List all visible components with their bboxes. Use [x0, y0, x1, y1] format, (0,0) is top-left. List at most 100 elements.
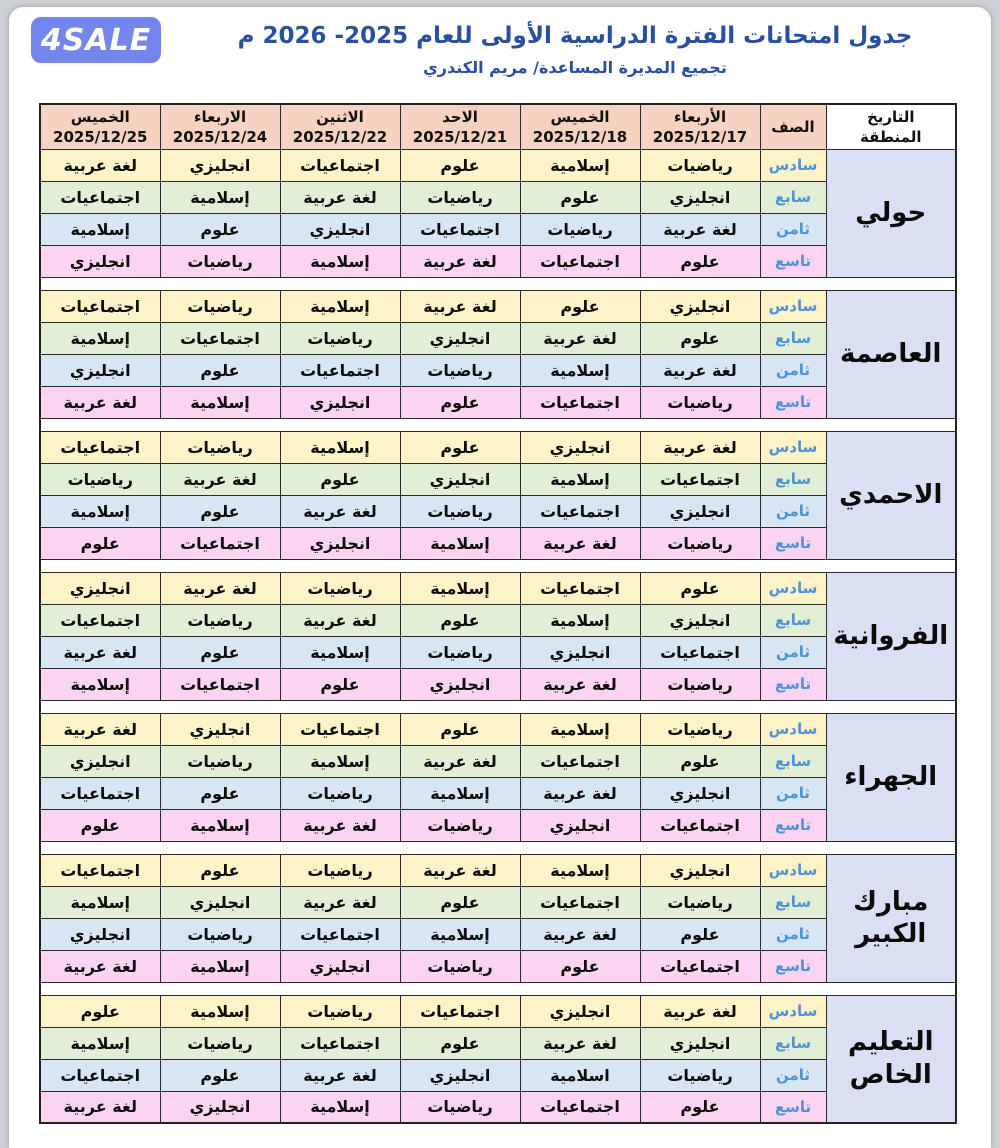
subject-cell: لغة عربية — [399, 244, 521, 278]
schedule-row: مبارك الكبير سادس انجليزي إسلامية لغة عربية ر… — [39, 853, 957, 983]
grade-cell: سابع — [759, 603, 827, 637]
subject-cell: علوم — [639, 744, 761, 778]
subject-cell: إسلامية — [159, 808, 281, 842]
subject-cell: اجتماعيات — [639, 635, 761, 669]
schedule-row: تاسع اجتماعيات انجليزي رياضيات لغة عربية إسلا… — [39, 808, 956, 842]
grade-cell: ثامن — [759, 917, 827, 951]
schedule-row: سابع انجليزي إسلامية علوم لغة عربية رياضيات اج… — [39, 603, 956, 637]
grade-cell: سادس — [759, 712, 827, 746]
schedule-row: ثامن انجليزي لغة عربية إسلامية رياضيات علوم اج… — [39, 776, 956, 810]
subject-cell: رياضيات — [159, 603, 281, 637]
subject-cell: لغة عربية — [519, 776, 641, 810]
subject-cell: لغة عربية — [519, 917, 641, 951]
subject-cell: إسلامية — [519, 603, 641, 637]
grade-cell: سابع — [759, 321, 827, 355]
subject-cell: إسلامية — [519, 462, 641, 496]
subject-cell: انجليزي — [639, 603, 761, 637]
page-title: جدول امتحانات الفترة الدراسية الأولى للع… — [237, 23, 913, 49]
subject-cell: لغة عربية — [279, 603, 401, 637]
subject-cell: إسلامية — [279, 744, 401, 778]
subject-cell: انجليزي — [519, 635, 641, 669]
schedule-row: سابع انجليزي علوم رياضيات لغة عربية إسلامية اج… — [39, 180, 956, 214]
subject-cell: علوم — [519, 289, 641, 323]
schedule-row: سابع انجليزي لغة عربية علوم اجتماعيات رياضيات… — [39, 1026, 956, 1060]
grade-column-header-cell: الصف — [759, 103, 827, 150]
region-cell: التعليم الخاص — [825, 994, 957, 1124]
subject-cell: لغة عربية — [639, 212, 761, 246]
subject-cell: رياضيات — [159, 430, 281, 464]
subject-cell: انجليزي — [159, 712, 281, 746]
subject-cell: لغة عربية — [39, 635, 161, 669]
grade-cell: سابع — [759, 462, 827, 496]
grade-cell: ثامن — [759, 1058, 827, 1092]
subject-cell: انجليزي — [399, 321, 521, 355]
subject-cell: إسلامية — [39, 1026, 161, 1060]
grade-cell: سابع — [759, 885, 827, 919]
subject-cell: رياضيات — [279, 321, 401, 355]
subject-cell: رياضيات — [639, 667, 761, 701]
subject-cell: اسلامية — [519, 1058, 641, 1092]
schedule-row: تاسع علوم اجتماعيات رياضيات إسلامية انجليزي لغ… — [39, 1090, 956, 1124]
subject-cell: إسلامية — [279, 244, 401, 278]
schedule-row: العاصمة سادس انجليزي علوم لغة عربية إسلامية ري… — [39, 289, 957, 419]
subject-cell: علوم — [159, 353, 281, 387]
subject-cell: علوم — [399, 148, 521, 182]
subject-cell: لغة عربية — [279, 180, 401, 214]
document-header: جدول امتحانات الفترة الدراسية الأولى للع… — [9, 7, 991, 77]
region-cell: مبارك الكبير — [825, 853, 957, 983]
subject-cell: لغة عربية — [519, 526, 641, 560]
grade-cell: سابع — [759, 1026, 827, 1060]
subject-cell: انجليزي — [39, 917, 161, 951]
subject-cell: علوم — [519, 180, 641, 214]
subject-cell: رياضيات — [399, 353, 521, 387]
day-header-cell: الخميس 2025/12/18 — [519, 103, 641, 150]
subject-cell: انجليزي — [639, 776, 761, 810]
subject-cell: انجليزي — [159, 1090, 281, 1124]
subject-cell: علوم — [159, 776, 281, 810]
document-page: جدول امتحانات الفترة الدراسية الأولى للع… — [9, 7, 991, 1148]
subject-cell: رياضيات — [399, 494, 521, 528]
grade-cell: سادس — [759, 289, 827, 323]
subject-cell: اجتماعيات — [279, 353, 401, 387]
subject-cell: إسلامية — [39, 494, 161, 528]
region-cell: العاصمة — [825, 289, 957, 419]
subject-cell: علوم — [159, 1058, 281, 1092]
subject-cell: اجتماعيات — [279, 712, 401, 746]
subject-cell: اجتماعيات — [159, 321, 281, 355]
subject-cell: علوم — [639, 321, 761, 355]
subject-cell: اجتماعيات — [519, 744, 641, 778]
subject-cell: لغة عربية — [639, 994, 761, 1028]
schedule-row: الفروانية سادس علوم اجتماعيات إسلامية رياضيات… — [39, 571, 957, 701]
subject-cell: إسلامية — [279, 1090, 401, 1124]
subject-cell: رياضيات — [279, 776, 401, 810]
spacer-cell — [39, 558, 957, 573]
subject-cell: لغة عربية — [279, 494, 401, 528]
grade-cell: تاسع — [759, 667, 827, 701]
spacer-cell — [39, 840, 957, 855]
grade-cell: تاسع — [759, 808, 827, 842]
subject-cell: رياضيات — [399, 1090, 521, 1124]
subject-cell: لغة عربية — [519, 1026, 641, 1060]
subject-cell: إسلامية — [519, 353, 641, 387]
date-text: 2025/12/17 — [652, 127, 748, 146]
subject-cell: رياضيات — [639, 712, 761, 746]
subject-cell: انجليزي — [279, 385, 401, 419]
schedule-row: سابع رياضيات اجتماعيات علوم لغة عربية انجليزي… — [39, 885, 956, 919]
subject-cell: انجليزي — [639, 494, 761, 528]
subject-cell: اجتماعيات — [39, 430, 161, 464]
subject-cell: إسلامية — [279, 289, 401, 323]
subject-cell: رياضيات — [279, 994, 401, 1028]
subject-cell: رياضيات — [639, 385, 761, 419]
subject-cell: اجتماعيات — [39, 603, 161, 637]
subject-cell: إسلامية — [399, 917, 521, 951]
schedule-row: تاسع رياضيات اجتماعيات علوم انجليزي إسلامية لغ… — [39, 385, 956, 419]
subject-cell: علوم — [39, 994, 161, 1028]
subject-cell: رياضيات — [279, 853, 401, 887]
subject-cell: اجتماعيات — [639, 462, 761, 496]
corner-header-cell: التاريخ المنطقة — [825, 103, 957, 150]
subject-cell: رياضيات — [639, 148, 761, 182]
subject-cell: إسلامية — [519, 712, 641, 746]
schedule-row: الجهراء سادس رياضيات إسلامية علوم اجتماعيات ان… — [39, 712, 957, 842]
schedule-row: ثامن اجتماعيات انجليزي رياضيات إسلامية علوم لغ… — [39, 635, 956, 669]
subject-cell: رياضيات — [519, 212, 641, 246]
